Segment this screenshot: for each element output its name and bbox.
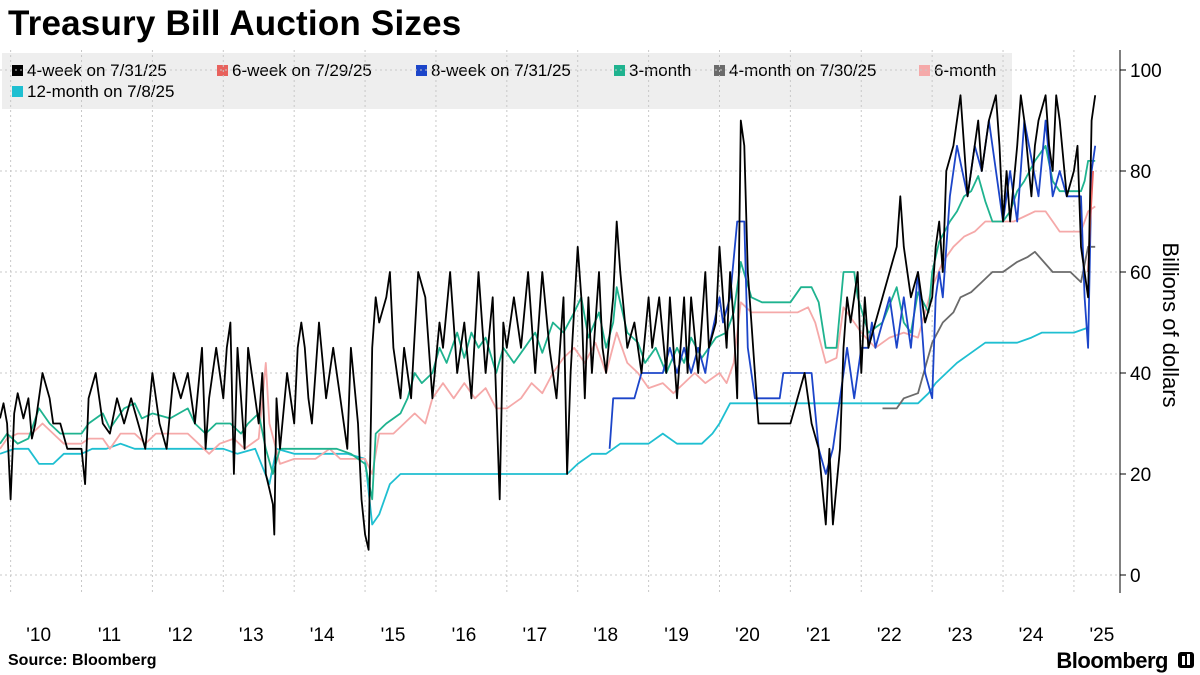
series-line-4-week	[0, 94, 1097, 551]
bloomberg-terminal-icon	[1178, 652, 1194, 668]
legend-label-12-month: 12-month on 7/8/25	[27, 82, 175, 101]
x-tick-label: '15	[381, 625, 406, 646]
x-tick-label: '22	[877, 625, 902, 646]
x-tick-label: '18	[593, 625, 618, 646]
x-tick-label: '12	[168, 625, 193, 646]
legend-swatch-6-month	[919, 65, 930, 76]
y-tick-label: 0	[1130, 566, 1141, 587]
legend-swatch-12-month	[12, 86, 23, 97]
x-tick-label: '19	[664, 625, 689, 646]
bloomberg-logo: Bloomberg	[1056, 648, 1168, 673]
series-line-3-month	[0, 144, 1096, 501]
x-tick-label: '11	[98, 625, 121, 646]
x-tick-label: '20	[735, 625, 760, 646]
legend-item-12-month: 12-month on 7/8/25	[12, 82, 174, 102]
legend-swatch-6-week	[217, 65, 228, 76]
x-tick-label: '25	[1090, 625, 1115, 646]
y-tick-label: 80	[1130, 162, 1151, 183]
legend-swatch-4-week	[12, 65, 23, 76]
y-tick-label: 100	[1130, 61, 1162, 82]
x-tick-label: '13	[239, 625, 264, 646]
y-tick-label: 20	[1130, 465, 1151, 486]
x-tick-label: '10	[26, 625, 51, 646]
y-axis-label: Billions of dollars	[1158, 242, 1183, 408]
x-tick-label: '23	[948, 625, 973, 646]
x-tick-label: '17	[522, 625, 547, 646]
y-tick-label: 60	[1130, 263, 1151, 284]
x-tick-label: '21	[806, 625, 831, 646]
series-line-4-month	[882, 245, 1096, 410]
x-tick-label: '16	[452, 625, 477, 646]
chart-title: Treasury Bill Auction Sizes	[8, 4, 462, 43]
x-tick-label: '14	[310, 625, 335, 646]
series-line-8-week	[608, 119, 1097, 475]
source-note: Source: Bloomberg	[8, 652, 157, 669]
y-tick-label: 40	[1130, 364, 1151, 385]
legend-swatch-3-month	[614, 65, 625, 76]
legend-label-4-month: 4-month on 7/30/25	[729, 61, 877, 80]
x-tick-label: '24	[1019, 625, 1044, 646]
